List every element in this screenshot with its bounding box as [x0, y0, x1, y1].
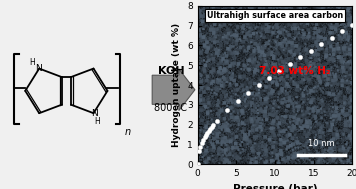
Text: H: H — [94, 117, 100, 125]
Point — [298, 56, 303, 59]
Point — [196, 150, 202, 153]
Text: KOH: KOH — [158, 66, 184, 76]
Text: 7.03 wt% H₂: 7.03 wt% H₂ — [258, 66, 330, 76]
Text: 10 nm: 10 nm — [308, 139, 335, 148]
Point — [209, 125, 215, 129]
Text: Ultrahigh surface area carbon: Ultrahigh surface area carbon — [207, 11, 343, 20]
Point — [266, 77, 272, 80]
Text: N: N — [35, 64, 42, 73]
Point — [318, 43, 324, 46]
Point — [329, 36, 334, 39]
Point — [199, 142, 205, 145]
Point — [203, 133, 209, 136]
Point — [210, 124, 216, 127]
Point — [214, 119, 220, 122]
Text: N: N — [91, 109, 98, 118]
Point — [225, 109, 230, 112]
Text: 800 °C: 800 °C — [155, 104, 187, 113]
Y-axis label: Hydrogen uptake (wt %): Hydrogen uptake (wt %) — [172, 23, 182, 147]
Point — [208, 127, 213, 130]
Point — [308, 49, 314, 52]
Point — [235, 100, 241, 103]
Point — [256, 84, 261, 87]
X-axis label: Pressure (bar): Pressure (bar) — [233, 184, 317, 189]
Point — [277, 70, 282, 73]
Point — [350, 23, 355, 26]
Point — [339, 30, 345, 33]
Point — [287, 63, 293, 66]
Text: H: H — [30, 58, 35, 67]
Text: n: n — [125, 127, 131, 137]
Point — [202, 136, 208, 139]
Point — [245, 92, 251, 95]
Point — [206, 129, 212, 132]
Point — [195, 163, 200, 166]
FancyArrow shape — [152, 69, 195, 111]
Point — [198, 145, 203, 148]
Point — [200, 139, 206, 142]
Point — [205, 131, 210, 134]
